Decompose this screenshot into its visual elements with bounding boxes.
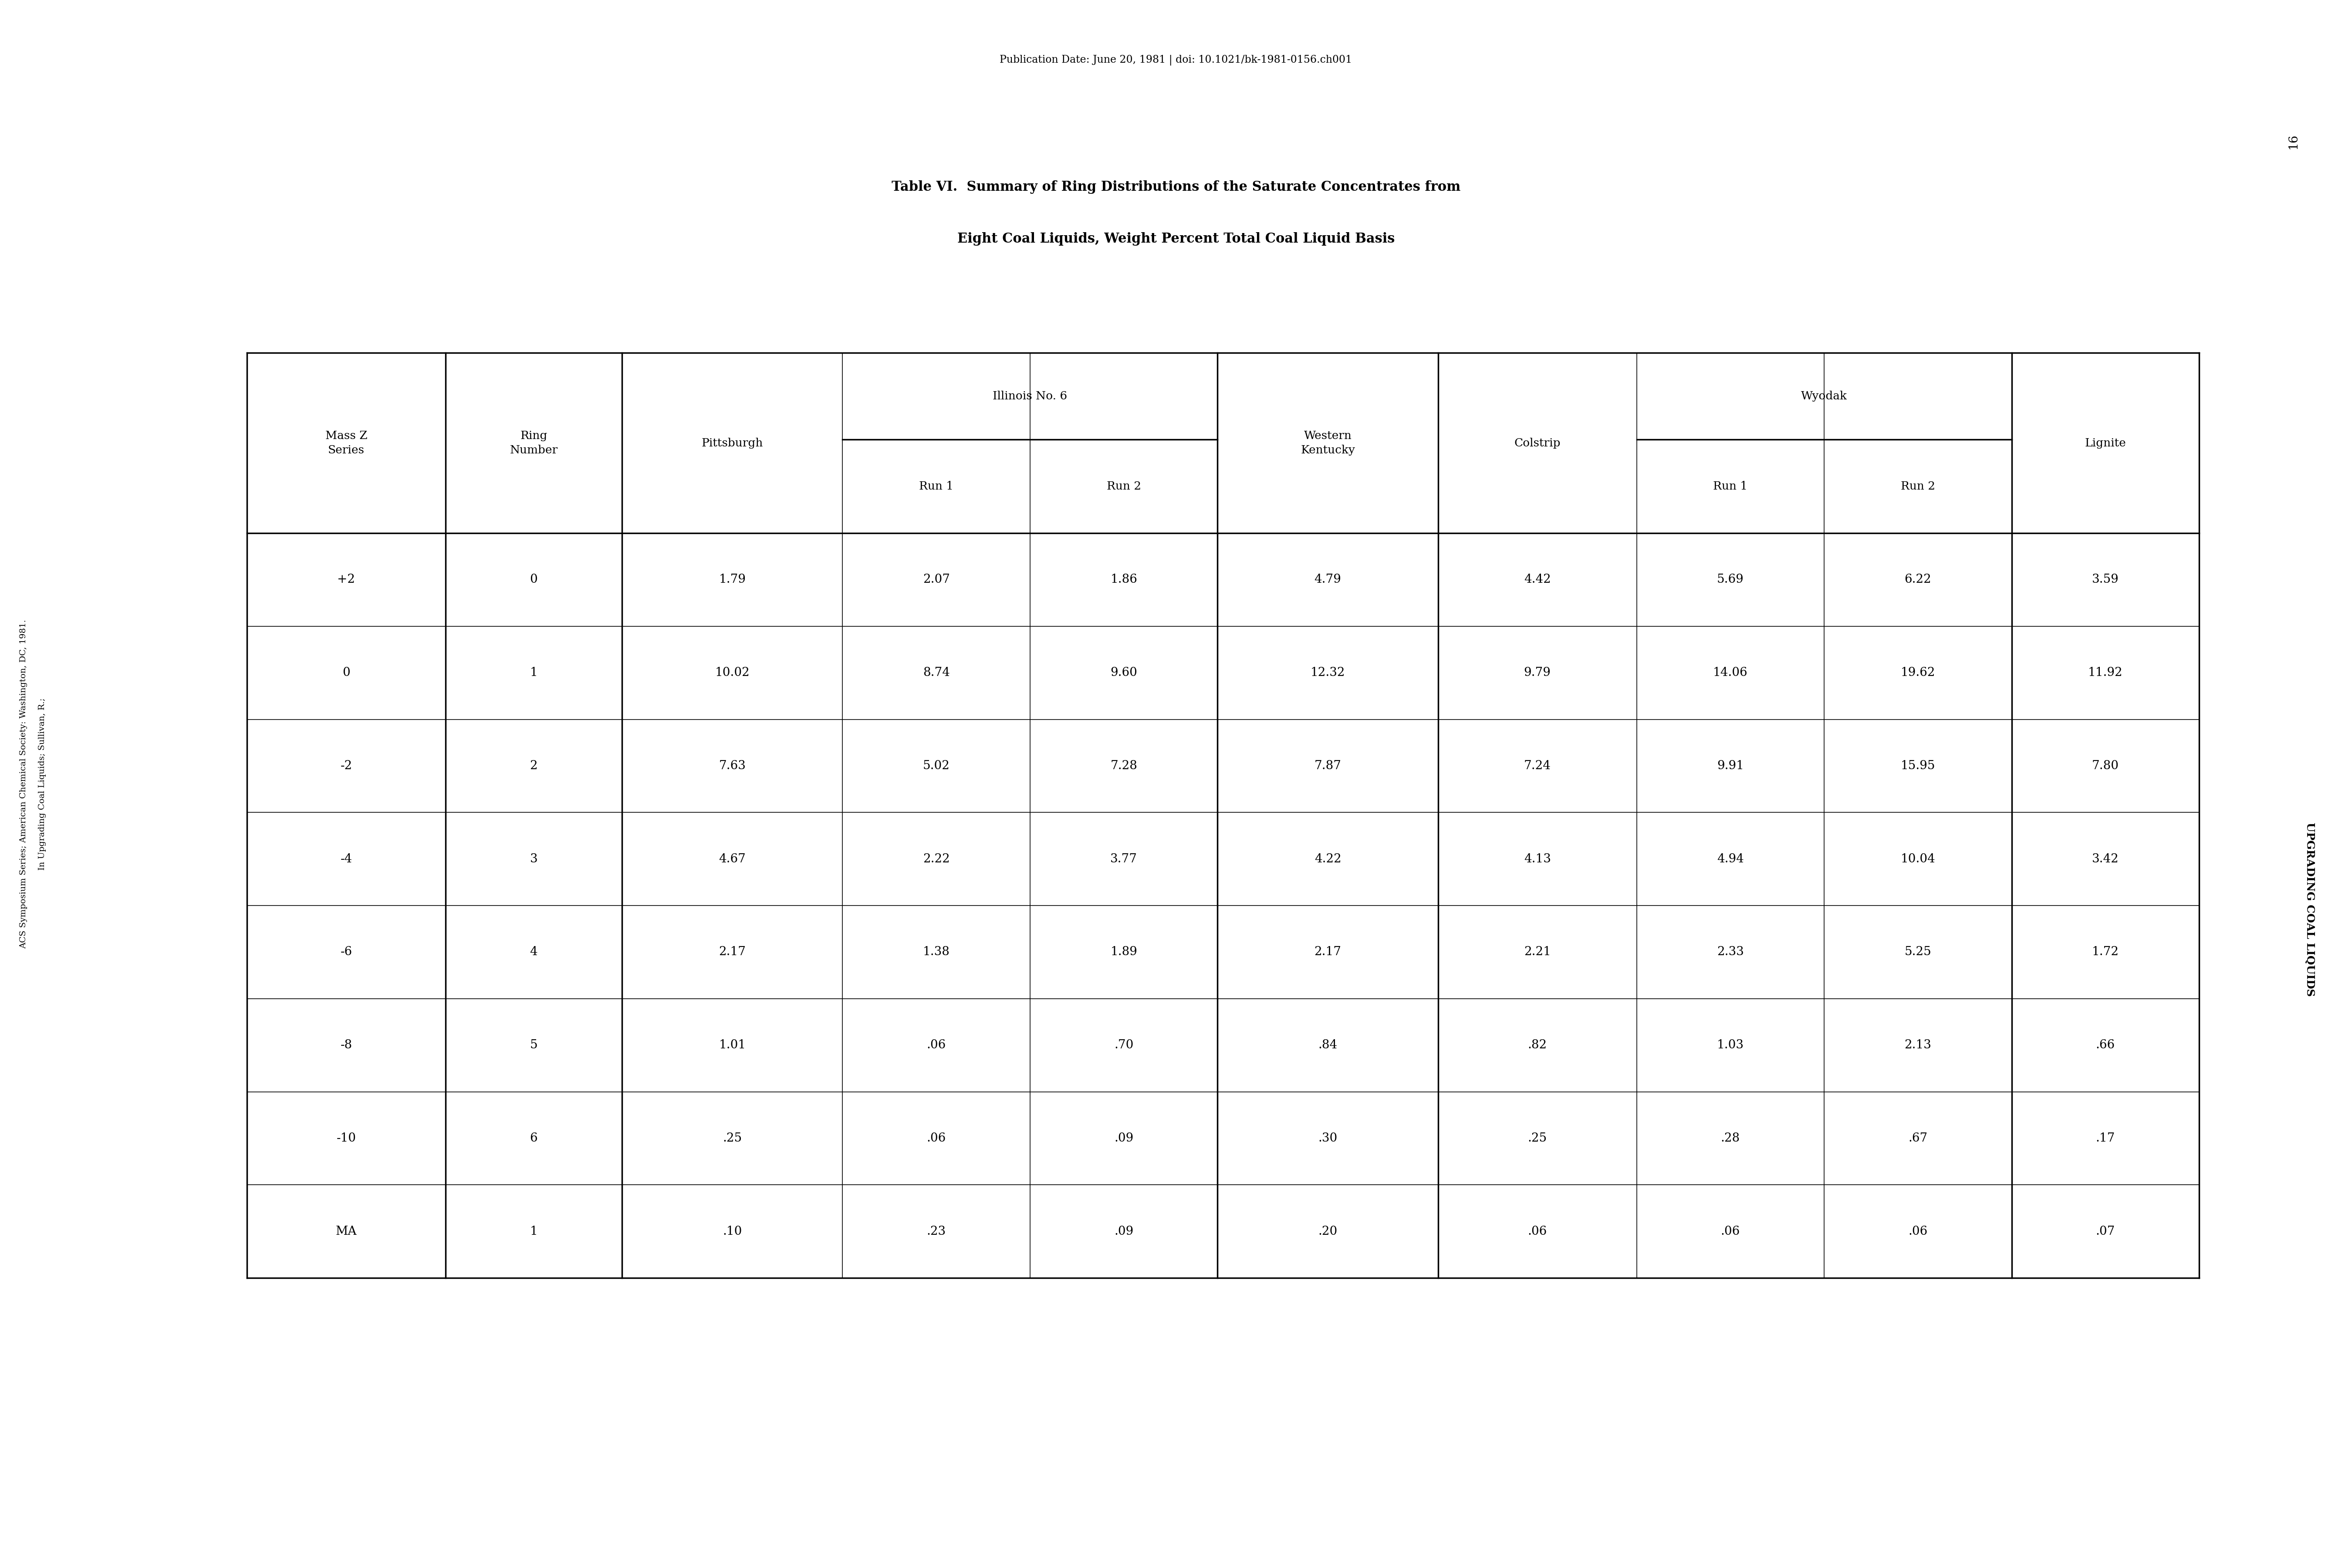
Text: Table VI.  Summary of Ring Distributions of the Saturate Concentrates from: Table VI. Summary of Ring Distributions … [891,180,1461,194]
Text: Run 1: Run 1 [1712,481,1748,492]
Text: Mass Z
Series: Mass Z Series [325,430,367,456]
Text: 14.06: 14.06 [1712,666,1748,679]
Text: .10: .10 [722,1226,741,1237]
Text: Run 2: Run 2 [1900,481,1936,492]
Text: .09: .09 [1115,1226,1134,1237]
Text: 4.67: 4.67 [720,853,746,866]
Text: -2: -2 [341,760,353,771]
Text: 11.92: 11.92 [2089,666,2124,679]
Text: 10.04: 10.04 [1900,853,1936,866]
Text: 7.63: 7.63 [720,760,746,771]
Text: 15.95: 15.95 [1900,760,1936,771]
Text: 1.03: 1.03 [1717,1040,1743,1051]
Text: 0: 0 [529,574,539,585]
Text: .06: .06 [1907,1226,1929,1237]
Text: 0: 0 [343,666,350,679]
Text: .06: .06 [927,1132,946,1145]
Text: .30: .30 [1317,1132,1338,1145]
Text: UPGRADING COAL LIQUIDS: UPGRADING COAL LIQUIDS [2305,822,2314,997]
Text: -4: -4 [341,853,353,866]
Text: 7.80: 7.80 [2091,760,2119,771]
Text: 4.79: 4.79 [1315,574,1341,585]
Text: 2.07: 2.07 [922,574,950,585]
Text: 2.22: 2.22 [922,853,950,866]
Text: 1.79: 1.79 [720,574,746,585]
Text: Lignite: Lignite [2084,437,2126,448]
Text: 5.02: 5.02 [922,760,950,771]
Text: 12.32: 12.32 [1310,666,1345,679]
Text: Pittsburgh: Pittsburgh [701,437,762,448]
Text: In Upgrading Coal Liquids; Sullivan, R.;: In Upgrading Coal Liquids; Sullivan, R.; [38,698,47,870]
Text: 7.28: 7.28 [1110,760,1138,771]
Text: 6: 6 [529,1132,539,1145]
Text: 6.22: 6.22 [1905,574,1931,585]
Text: .82: .82 [1529,1040,1548,1051]
Text: 4.22: 4.22 [1315,853,1341,866]
Text: Illinois No. 6: Illinois No. 6 [993,390,1068,401]
Text: 5: 5 [529,1040,539,1051]
Text: 1.89: 1.89 [1110,946,1138,958]
Text: .06: .06 [1529,1226,1548,1237]
Text: 7.24: 7.24 [1524,760,1550,771]
Text: .66: .66 [2096,1040,2114,1051]
Text: MA: MA [336,1226,358,1237]
Text: 3.42: 3.42 [2091,853,2119,866]
Text: Eight Coal Liquids, Weight Percent Total Coal Liquid Basis: Eight Coal Liquids, Weight Percent Total… [957,232,1395,246]
Text: 3.77: 3.77 [1110,853,1138,866]
Text: .17: .17 [2096,1132,2114,1145]
Text: 5.69: 5.69 [1717,574,1743,585]
Text: 4.42: 4.42 [1524,574,1550,585]
Text: 7.87: 7.87 [1315,760,1341,771]
Text: Wyodak: Wyodak [1802,390,1846,401]
Text: 8.74: 8.74 [922,666,950,679]
Text: +2: +2 [336,574,355,585]
Text: 3.59: 3.59 [2091,574,2119,585]
Text: Run 2: Run 2 [1105,481,1141,492]
Text: 2.17: 2.17 [720,946,746,958]
Text: .25: .25 [1529,1132,1548,1145]
Text: 4: 4 [529,946,539,958]
Text: Western
Kentucky: Western Kentucky [1301,430,1355,456]
Text: 16: 16 [2286,133,2298,149]
Text: 2.13: 2.13 [1905,1040,1931,1051]
Text: 3: 3 [529,853,539,866]
Text: 19.62: 19.62 [1900,666,1936,679]
Text: 1.86: 1.86 [1110,574,1138,585]
Text: Publication Date: June 20, 1981 | doi: 10.1021/bk-1981-0156.ch001: Publication Date: June 20, 1981 | doi: 1… [1000,55,1352,66]
Text: .70: .70 [1115,1040,1134,1051]
Text: -8: -8 [341,1040,353,1051]
Text: 1.01: 1.01 [720,1040,746,1051]
Text: 2: 2 [529,760,539,771]
Text: .28: .28 [1722,1132,1740,1145]
Text: Colstrip: Colstrip [1515,437,1562,448]
Text: 5.25: 5.25 [1905,946,1931,958]
Text: -6: -6 [341,946,353,958]
Text: 9.79: 9.79 [1524,666,1550,679]
Text: 9.91: 9.91 [1717,760,1743,771]
Text: .23: .23 [927,1226,946,1237]
Text: .20: .20 [1317,1226,1338,1237]
Text: 2.33: 2.33 [1717,946,1743,958]
Text: -10: -10 [336,1132,355,1145]
Text: 1: 1 [529,666,539,679]
Text: .06: .06 [1722,1226,1740,1237]
Text: 1: 1 [529,1226,539,1237]
Text: .84: .84 [1317,1040,1338,1051]
Text: Run 1: Run 1 [920,481,953,492]
Text: 4.13: 4.13 [1524,853,1550,866]
Text: 10.02: 10.02 [715,666,750,679]
Text: ACS Symposium Series; American Chemical Society: Washington, DC, 1981.: ACS Symposium Series; American Chemical … [19,619,28,949]
Text: 2.17: 2.17 [1315,946,1341,958]
Text: 2.21: 2.21 [1524,946,1550,958]
Text: .07: .07 [2096,1226,2114,1237]
Text: .09: .09 [1115,1132,1134,1145]
Text: 4.94: 4.94 [1717,853,1743,866]
Text: 1.72: 1.72 [2091,946,2119,958]
Text: .06: .06 [927,1040,946,1051]
Text: .67: .67 [1907,1132,1929,1145]
Text: Ring
Number: Ring Number [510,430,557,456]
Text: 9.60: 9.60 [1110,666,1138,679]
Text: .25: .25 [722,1132,741,1145]
Text: 1.38: 1.38 [922,946,950,958]
